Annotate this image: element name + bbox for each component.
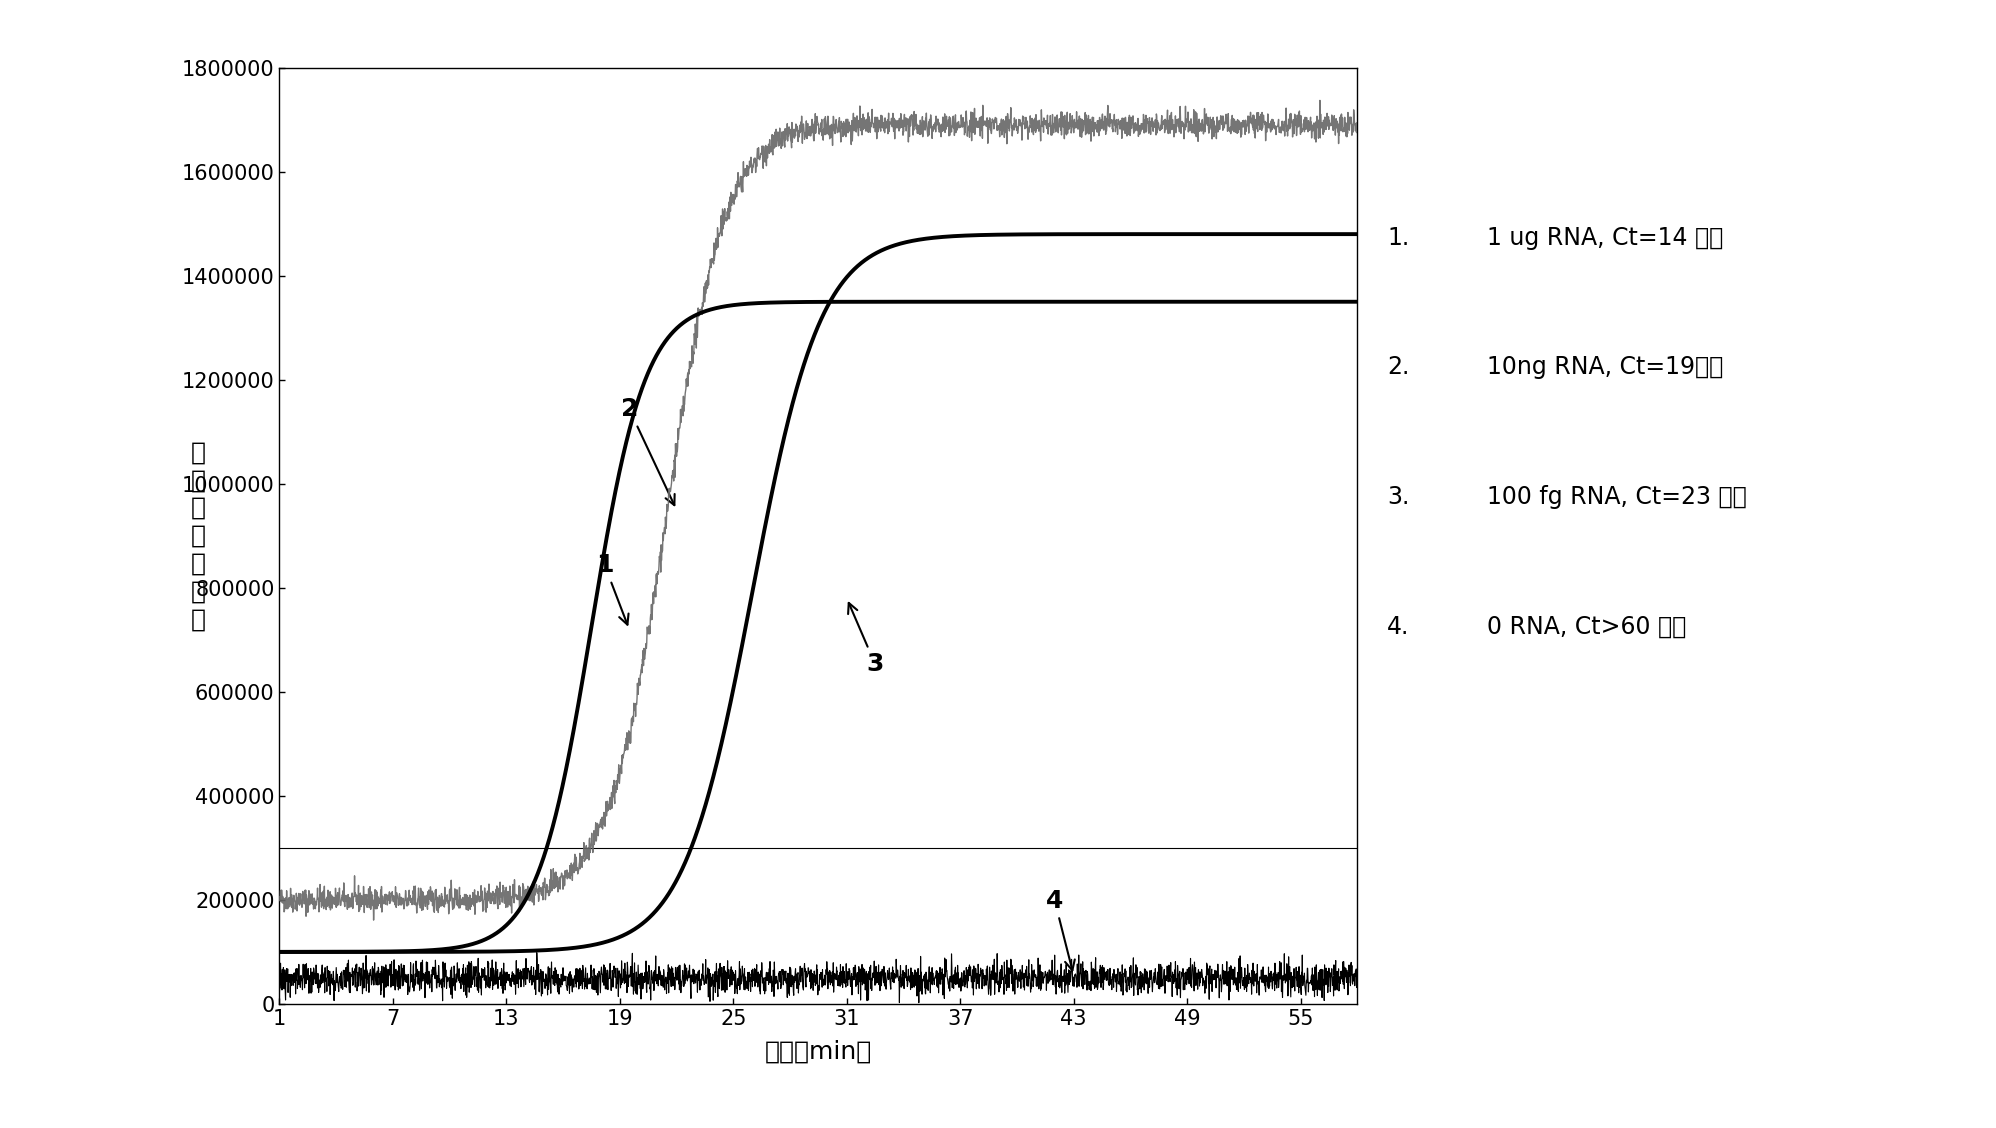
Text: 相
对
荧
光
吸
收
值: 相 对 荧 光 吸 收 值 [192, 440, 206, 632]
Text: 1 ug RNA, Ct=14 分钟: 1 ug RNA, Ct=14 分钟 [1487, 226, 1723, 249]
Text: 10ng RNA, Ct=19分钟: 10ng RNA, Ct=19分钟 [1487, 355, 1723, 379]
Text: 1: 1 [597, 553, 629, 625]
Text: 3: 3 [848, 602, 884, 676]
Text: 0 RNA, Ct>60 分钟: 0 RNA, Ct>60 分钟 [1487, 615, 1687, 638]
Text: 2.: 2. [1387, 355, 1409, 379]
Text: 4.: 4. [1387, 615, 1409, 638]
Text: 100 fg RNA, Ct=23 分钟: 100 fg RNA, Ct=23 分钟 [1487, 485, 1746, 509]
Text: 3.: 3. [1387, 485, 1409, 509]
Text: 4: 4 [1046, 889, 1074, 970]
Text: 1.: 1. [1387, 226, 1409, 249]
X-axis label: 时间（min）: 时间（min） [764, 1040, 872, 1064]
Text: 2: 2 [621, 397, 675, 505]
